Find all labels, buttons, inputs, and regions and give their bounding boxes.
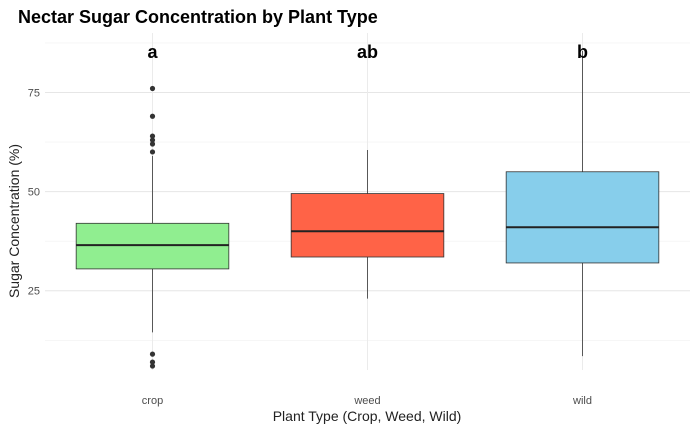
x-axis-ticks: crop weed wild: [142, 395, 592, 407]
y-axis-ticks: 25 50 75: [28, 87, 40, 297]
x-tick-label: weed: [353, 395, 380, 407]
chart-title: Nectar Sugar Concentration by Plant Type: [18, 7, 378, 27]
x-axis-title: Plant Type (Crop, Weed, Wild): [273, 408, 462, 424]
significance-letter: a: [147, 42, 158, 62]
outlier-point: [149, 133, 156, 139]
box-iqr: [290, 193, 445, 258]
x-tick-label: crop: [142, 395, 163, 407]
outlier-point: [149, 113, 156, 119]
outlier-point: [149, 359, 156, 365]
significance-letter: b: [577, 42, 588, 62]
significance-letter: ab: [357, 42, 378, 62]
outlier-point: [149, 351, 156, 357]
box-crop: a: [75, 42, 230, 369]
outlier-point: [149, 149, 156, 155]
x-tick-label: wild: [572, 395, 592, 407]
outlier-point: [149, 141, 156, 147]
y-tick-label: 75: [28, 87, 40, 99]
outlier-point: [149, 363, 156, 369]
box-wild: b: [505, 42, 660, 357]
box-iqr: [505, 171, 660, 264]
box-weed: ab: [290, 42, 445, 299]
plot-marks: a ab b: [75, 42, 660, 369]
outlier-point: [149, 137, 156, 143]
y-axis-title: Sugar Concentration (%): [6, 144, 22, 298]
outlier-point: [149, 85, 156, 92]
y-tick-label: 50: [28, 187, 40, 199]
y-tick-label: 25: [28, 286, 40, 298]
